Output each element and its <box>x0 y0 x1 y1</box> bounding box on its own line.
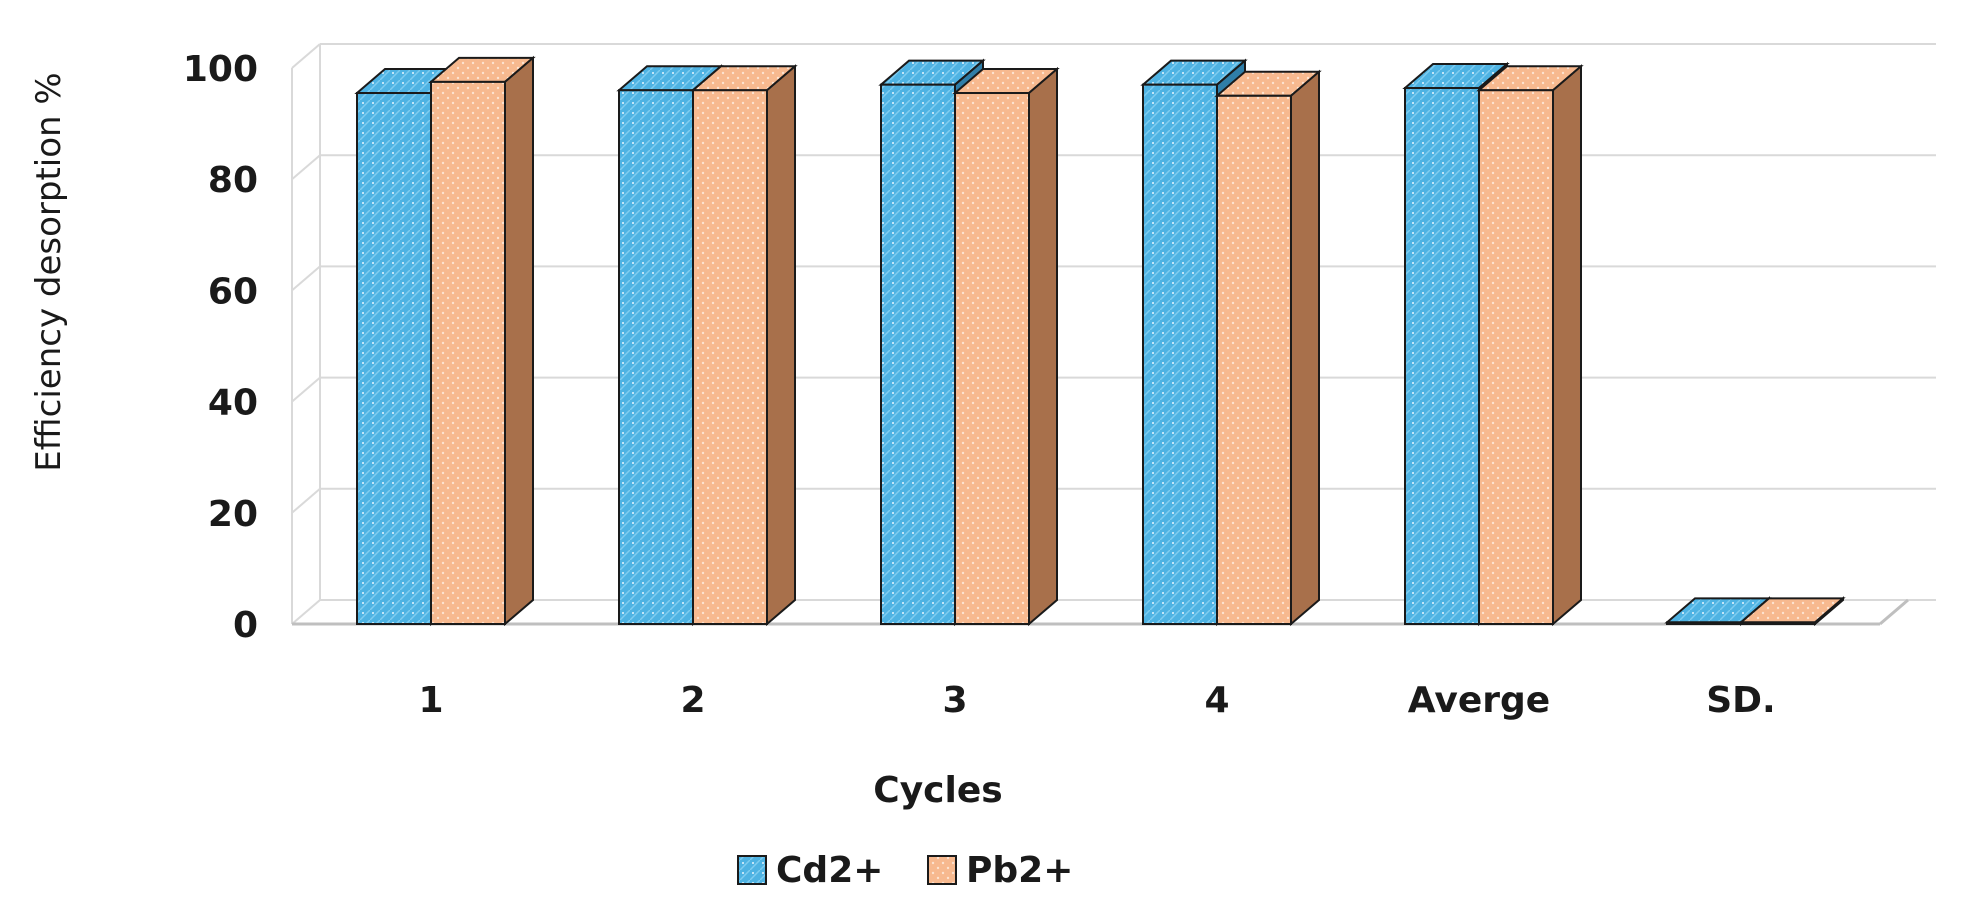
bars <box>354 55 1846 627</box>
y-tick-label: 60 <box>208 271 258 312</box>
bar-front-face <box>1740 621 1816 625</box>
gridlines <box>291 43 1936 625</box>
bar-side-face <box>504 55 534 627</box>
bar-pb2-4 <box>1214 69 1322 627</box>
bar-side-face <box>1552 64 1582 627</box>
bar-pb2-sd <box>1738 596 1846 627</box>
gridline-side <box>291 488 321 514</box>
bar-side-face <box>1028 66 1058 627</box>
axes <box>291 68 1909 626</box>
legend-swatch-pb <box>927 855 957 885</box>
x-tick-label: 3 <box>942 680 967 721</box>
bar-front-face <box>1216 94 1292 626</box>
bar-front-face <box>430 80 506 625</box>
x-tick-label: 4 <box>1204 680 1229 721</box>
bar-front-face <box>692 89 768 626</box>
y-tick-labels: 0 20 40 60 80 100 <box>183 49 258 646</box>
bar-front-face <box>1478 89 1554 626</box>
bar-front-face <box>954 92 1030 625</box>
gridline-side <box>291 154 321 180</box>
gridline-side <box>291 43 321 69</box>
bar-front-face <box>1404 87 1480 626</box>
x-tick-label: SD. <box>1706 680 1776 721</box>
bar-front-face <box>880 83 956 626</box>
gridline-side <box>291 265 321 292</box>
bar-front-face <box>356 92 432 625</box>
x-tick-labels: 1 2 3 4 Averge SD. <box>418 680 1775 721</box>
bar-pb2-1 <box>428 55 536 627</box>
bar-front-face <box>618 89 694 626</box>
y-tick-label: 100 <box>183 49 258 90</box>
y-tick-label: 80 <box>208 160 258 201</box>
y-tick-label: 20 <box>208 494 258 535</box>
legend-label-pb: Pb2+ <box>966 850 1073 891</box>
bar-front-face <box>1666 621 1742 625</box>
x-tick-label: 2 <box>680 680 705 721</box>
y-tick-label: 40 <box>208 383 258 424</box>
gridline-side <box>291 376 321 403</box>
bar-pb2-3 <box>952 66 1060 627</box>
floor-edge <box>1879 598 1909 626</box>
bar-side-face <box>766 64 796 627</box>
bar-front-face <box>1142 83 1218 626</box>
x-tick-label: 1 <box>418 680 443 721</box>
legend: Cd2+ Pb2+ <box>737 850 1073 891</box>
bar-pb2-2 <box>690 64 798 627</box>
y-axis-title: Efficiency desorption % <box>29 72 69 471</box>
x-axis-title: Cycles <box>873 770 1002 811</box>
bar-side-face <box>1290 69 1320 627</box>
bar-pb2-averge <box>1476 64 1584 627</box>
x-tick-label: Averge <box>1408 680 1550 721</box>
y-tick-label: 0 <box>233 605 258 646</box>
legend-label-cd: Cd2+ <box>776 850 883 891</box>
legend-swatch-cd <box>737 855 767 885</box>
gridline-side <box>291 599 321 625</box>
